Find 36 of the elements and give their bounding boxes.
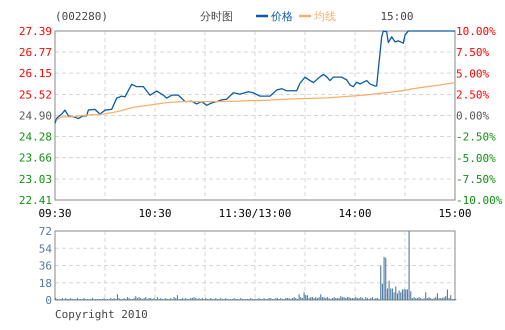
y-tick-label: 0	[45, 294, 52, 307]
legend-label: 均线	[313, 10, 336, 23]
x-tick-label: 11:30/13:00	[218, 207, 292, 220]
line-series	[56, 82, 456, 121]
y-tick-label: 54	[38, 242, 52, 256]
y2-tick-label: -2.50%	[456, 130, 496, 144]
y-tick-label: 24.28	[18, 130, 52, 144]
y2-tick-label: -5.00%	[456, 152, 496, 165]
y2-tick-label: 2.50%	[456, 88, 490, 102]
y-tick-label: 18	[38, 276, 52, 290]
y2-tick-label: 0.00%	[456, 110, 490, 122]
y-tick-label: 27.39	[18, 25, 52, 38]
line-series	[54, 30, 456, 124]
y-tick-label: 26.15	[18, 67, 52, 80]
y2-tick-label: 7.50%	[456, 46, 490, 60]
text: Copyright 2010	[55, 308, 148, 321]
y-tick-label: 72	[38, 225, 52, 238]
y-tick-label: 36	[38, 260, 52, 272]
y-tick-label: 22.41	[18, 194, 52, 207]
y2-tick-label: 5.00%	[456, 67, 490, 80]
x-tick-label: 10:30	[138, 207, 172, 220]
y-tick-label: 26.77	[18, 46, 52, 60]
y2-tick-label: -7.50%	[456, 172, 496, 186]
y-tick-label: 23.66	[18, 152, 52, 165]
text: 15:00	[380, 10, 414, 23]
legend-label: 价格	[270, 10, 293, 23]
x-tick-label: 15:00	[438, 207, 472, 220]
y-tick-label: 24.90	[18, 110, 52, 122]
chart-title: (002280)	[55, 10, 108, 23]
chart-subtitle: 分时图	[200, 10, 233, 23]
y-tick-label: 23.03	[18, 172, 52, 186]
y-tick-label: 25.52	[18, 88, 52, 102]
y2-tick-label: -10.00%	[456, 194, 503, 207]
y2-tick-label: 10.00%	[456, 25, 496, 38]
x-tick-label: 14:00	[338, 207, 372, 220]
x-tick-label: 09:30	[38, 207, 72, 220]
